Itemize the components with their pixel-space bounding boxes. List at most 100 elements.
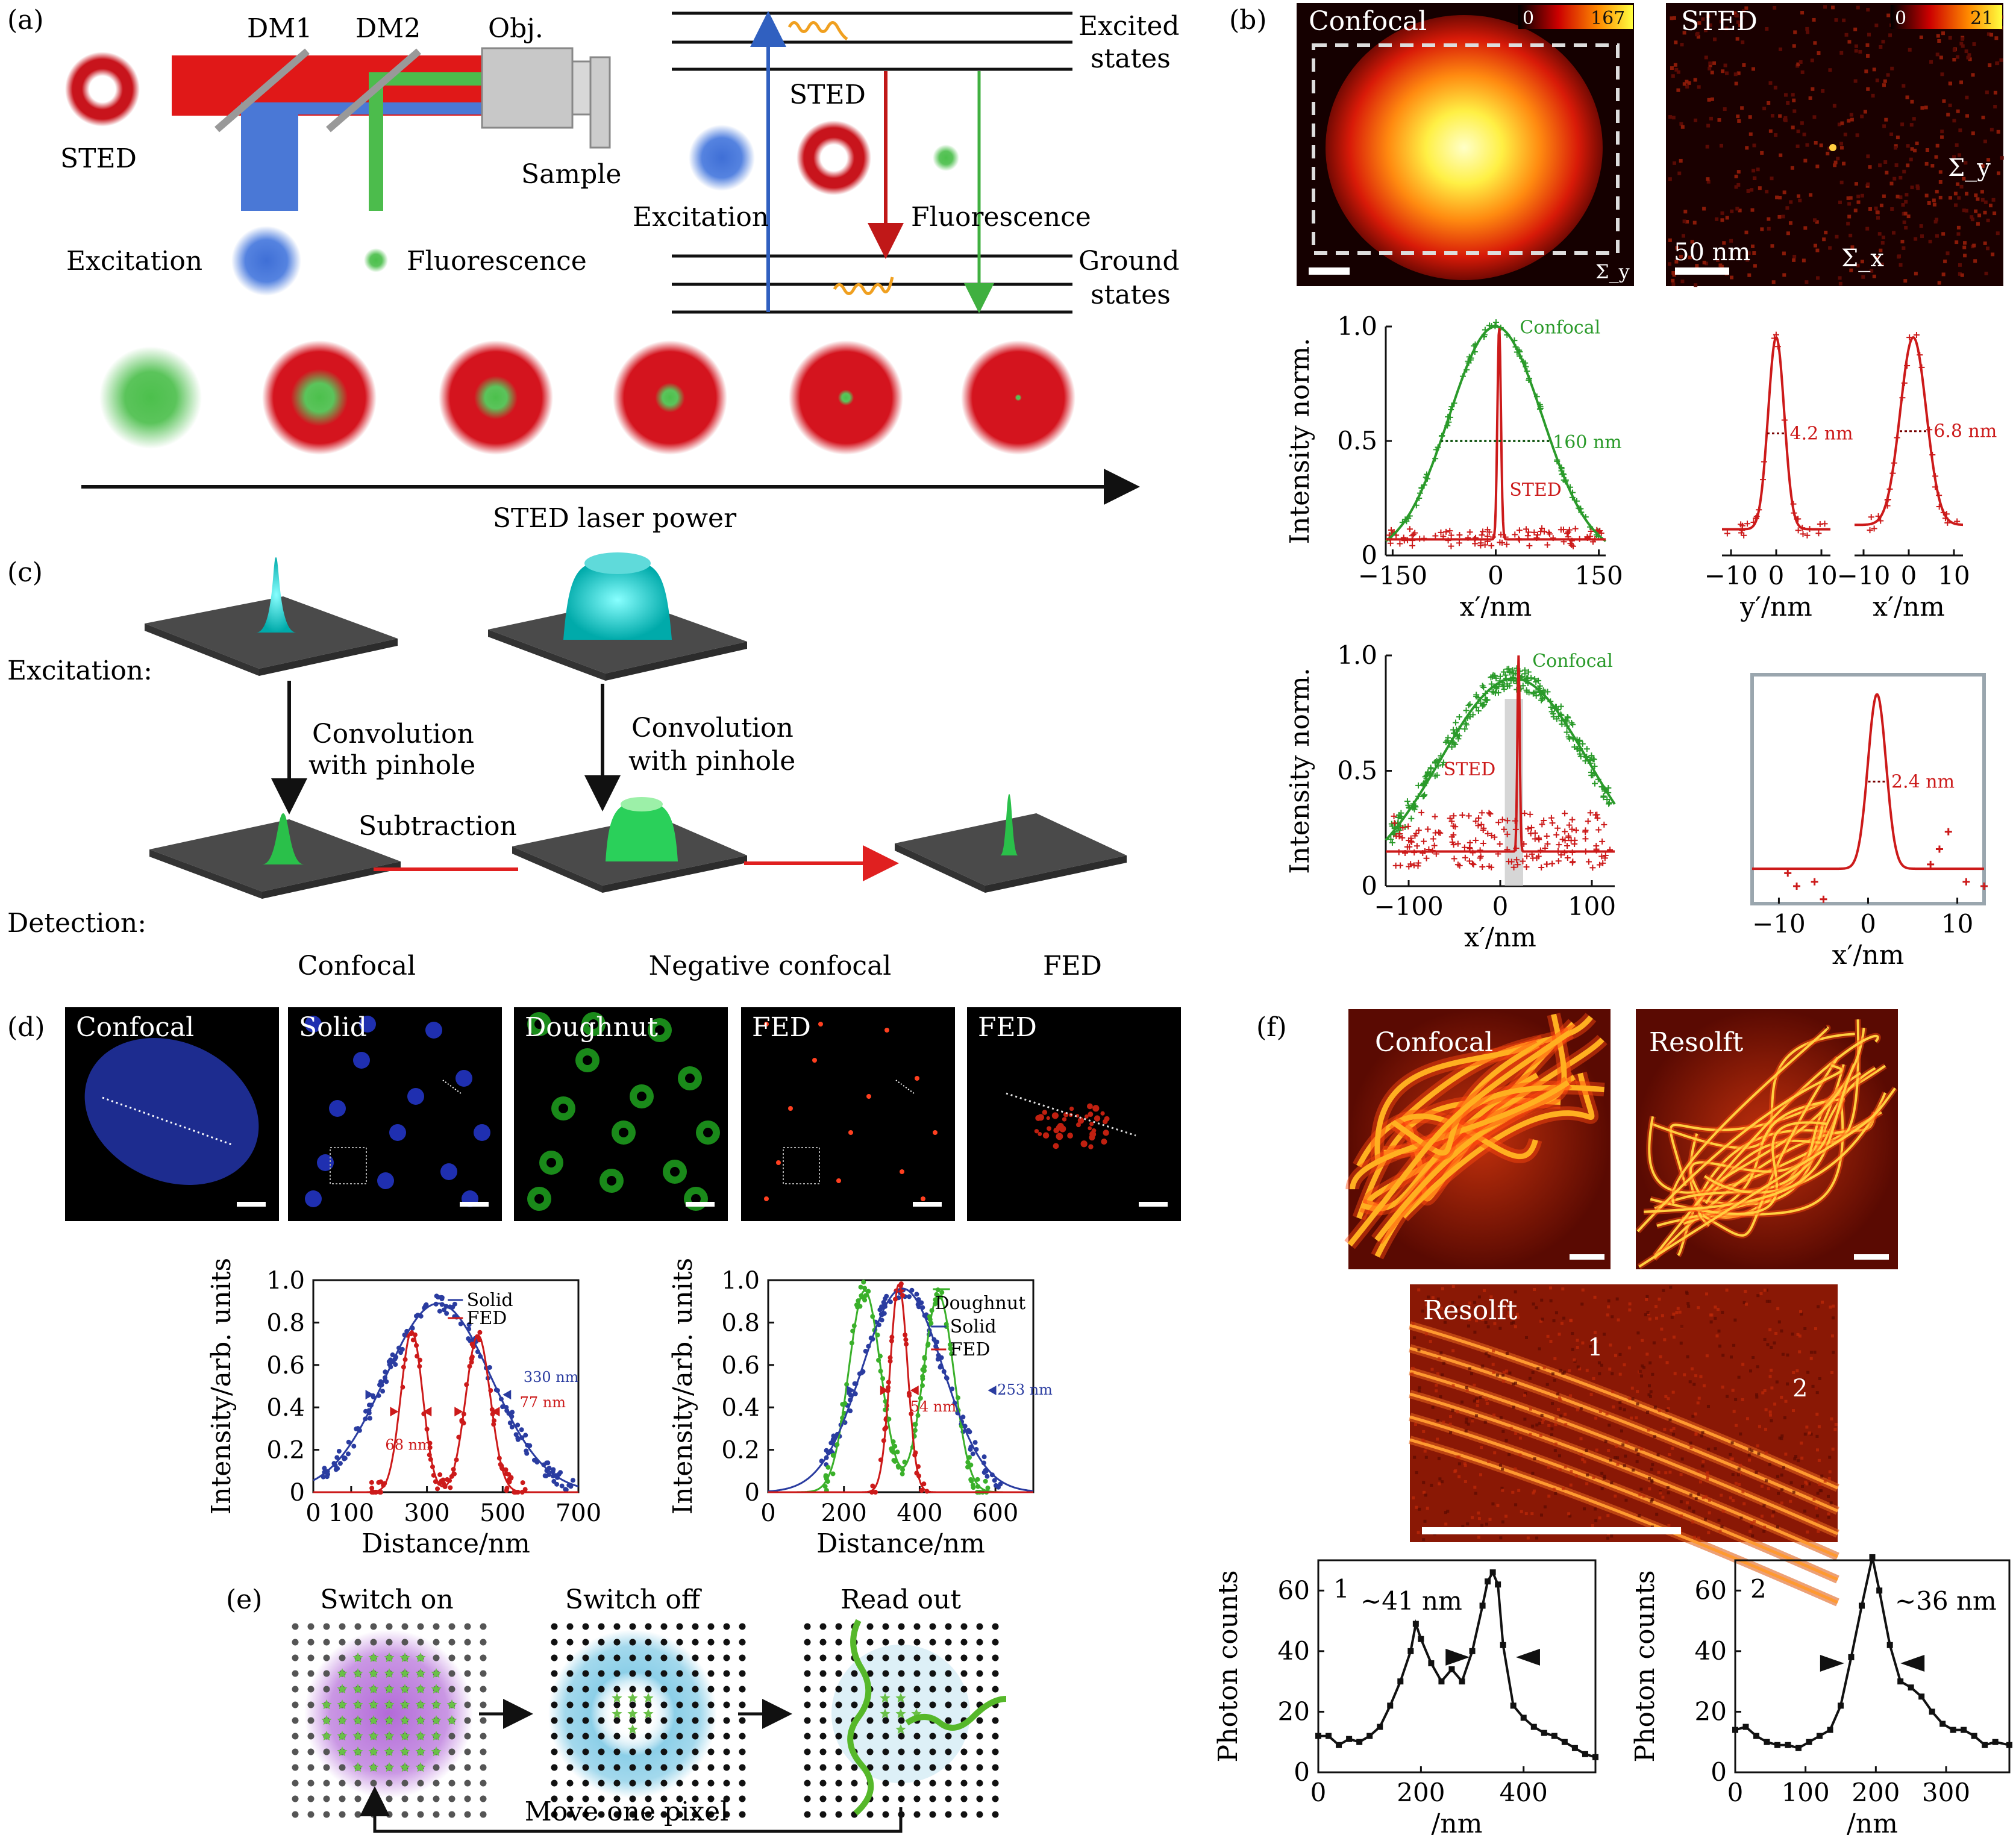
fed-point	[369, 1480, 374, 1485]
x-tick-label: 100	[1782, 1778, 1830, 1807]
grid-dot	[582, 1811, 589, 1818]
zoom-noise	[1573, 1358, 1576, 1362]
y-fwhm-label: 4.2 nm	[1790, 423, 1853, 444]
noise-px	[1847, 40, 1852, 44]
grid-dot	[976, 1733, 983, 1740]
zoom-noise	[1749, 1369, 1753, 1373]
solid-point	[437, 1308, 442, 1314]
profile-point	[1732, 1727, 1738, 1733]
doughnut-point	[858, 1284, 863, 1290]
profile-point	[1561, 1739, 1568, 1745]
grid-dot	[660, 1795, 668, 1802]
noise-px	[1983, 210, 1987, 214]
zoom-noise	[1557, 1408, 1561, 1411]
grid-dot	[976, 1795, 983, 1802]
fwhm-label: 160 nm	[1553, 432, 1622, 453]
zoom-noise	[1628, 1397, 1632, 1401]
grid-dot	[448, 1811, 455, 1818]
zoom-noise	[1436, 1297, 1440, 1301]
b-chart-2: −10 0 10y′/nm4.2 nm	[1705, 331, 1853, 622]
noise-px	[1914, 272, 1918, 276]
y-tick-label: 0.8	[266, 1309, 305, 1337]
zoom-noise	[1731, 1389, 1735, 1392]
noise-px	[1968, 57, 1972, 61]
d-fed-spot	[884, 1028, 889, 1033]
grid-dot	[913, 1639, 921, 1646]
grid-dot	[804, 1748, 811, 1755]
grid-dot	[960, 1733, 968, 1740]
grid-dot	[898, 1670, 905, 1677]
noise-px	[1760, 151, 1764, 155]
profile-point	[1848, 1654, 1855, 1660]
zoom-noise	[1659, 1491, 1662, 1495]
zoom-noise	[1721, 1354, 1725, 1357]
zoom-noise	[1755, 1395, 1759, 1399]
doughnut-point	[939, 1290, 945, 1295]
zoom-noise	[1579, 1437, 1583, 1440]
noise-px	[1958, 128, 1962, 133]
zoom-noise	[1611, 1372, 1614, 1375]
fed-point	[870, 1483, 875, 1489]
grid-dot	[354, 1780, 362, 1787]
solid-point	[995, 1484, 1001, 1490]
grid-dot	[929, 1811, 936, 1818]
zoom-noise	[1679, 1342, 1683, 1345]
zoom-noise	[1645, 1410, 1649, 1414]
x-axis-label: Distance/nm	[362, 1528, 530, 1559]
zoom-noise	[1648, 1477, 1651, 1480]
d-solid-spot	[389, 1124, 406, 1141]
zoom-noise	[1797, 1459, 1800, 1463]
grid-dot	[292, 1748, 299, 1755]
fwhm-arrowhead	[1820, 1654, 1844, 1672]
zoom-noise	[1635, 1416, 1638, 1420]
zoom-noise	[1569, 1483, 1573, 1487]
noise-px	[1730, 209, 1734, 213]
confocal-psf	[1326, 15, 1603, 280]
noise-px	[1800, 11, 1805, 15]
grid-dot	[551, 1623, 558, 1630]
noise-px	[1980, 198, 1985, 202]
zoom-noise	[1615, 1297, 1619, 1301]
noise-px	[1957, 196, 1961, 200]
solid-point	[367, 1416, 372, 1421]
zoom-noise	[1734, 1424, 1738, 1427]
convolution-label-1a: Convolution	[312, 719, 474, 749]
sted-sigma-x: Σ_x	[1841, 245, 1884, 272]
d-fed-zoom-spot	[1051, 1112, 1059, 1119]
zoom-noise	[1550, 1433, 1553, 1437]
y-tick-label: 1.0	[721, 1267, 760, 1295]
y-tick-label: 0.4	[266, 1394, 305, 1422]
grid-dot	[613, 1780, 621, 1787]
zoom-noise	[1529, 1407, 1532, 1411]
confocal-point	[1484, 696, 1491, 703]
confocal-point	[1564, 729, 1570, 736]
zoom-noise	[1499, 1416, 1503, 1420]
zoom-noise	[1805, 1425, 1809, 1429]
noise-px	[1736, 71, 1741, 75]
noise-px	[1909, 123, 1914, 127]
d-fed-zoom-spot	[1084, 1114, 1089, 1119]
zoom-noise	[1576, 1365, 1580, 1369]
noise-px	[1906, 163, 1910, 167]
noise-px	[1888, 33, 1892, 37]
zoom-noise	[1606, 1313, 1609, 1317]
grid-dot	[386, 1780, 393, 1787]
sted-point	[1387, 540, 1394, 546]
x-tick-label: 150	[1575, 561, 1623, 590]
zoom-noise	[1493, 1322, 1497, 1325]
solid-point	[992, 1478, 997, 1483]
fed-point	[477, 1330, 483, 1335]
noise-px	[1941, 272, 1946, 277]
grid-dot	[739, 1670, 746, 1677]
sted-point	[1452, 824, 1459, 830]
noise-px	[1934, 155, 1938, 159]
legend-fed-label: FED	[467, 1308, 507, 1329]
zoom-noise	[1569, 1319, 1573, 1322]
zoom-noise	[1816, 1492, 1820, 1495]
move-pixel-loop	[360, 1786, 903, 1833]
noise-px	[1751, 244, 1755, 248]
noise-px	[1733, 11, 1737, 15]
grid-dot	[645, 1733, 652, 1740]
confocal-point	[1463, 707, 1470, 714]
noise-px	[1906, 144, 1910, 148]
